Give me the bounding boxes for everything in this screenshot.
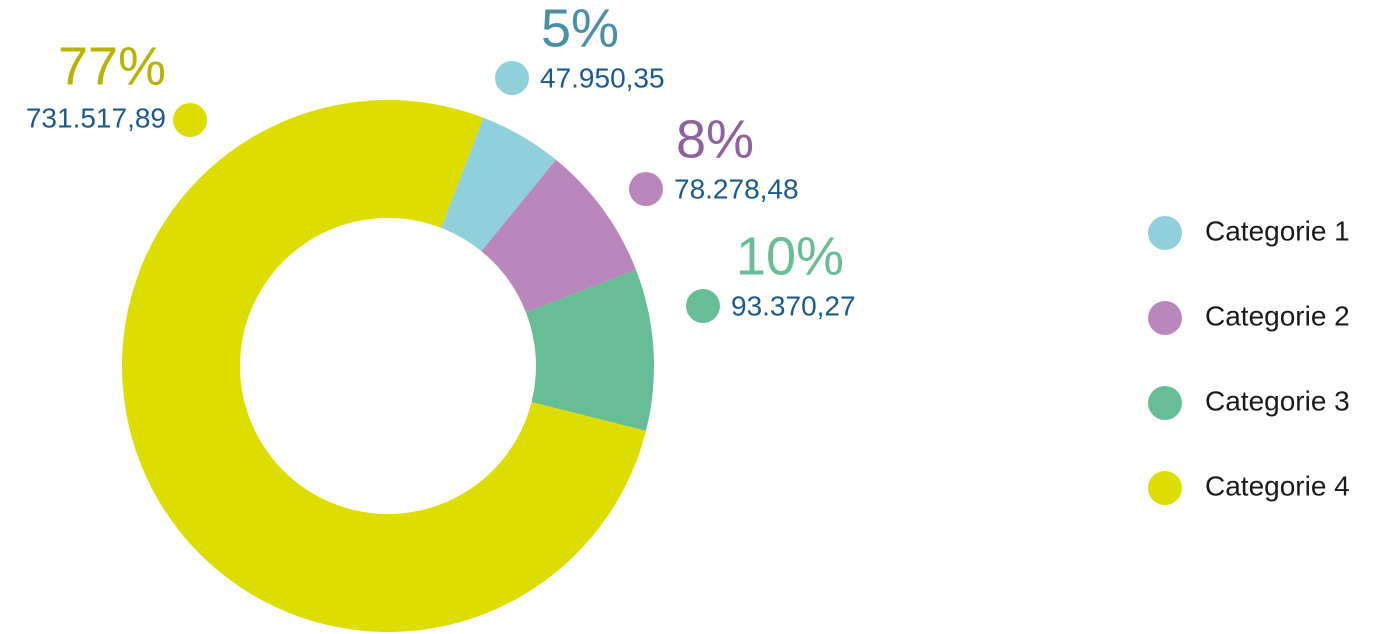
percent-label: 5% <box>541 0 619 58</box>
donut-slice <box>481 159 636 313</box>
legend-swatch <box>1148 386 1182 420</box>
percent-label: 77% <box>58 36 166 96</box>
label-dot <box>173 103 207 137</box>
legend-label: Categorie 3 <box>1205 385 1350 416</box>
value-label: 731.517,89 <box>26 102 166 133</box>
legend-label: Categorie 1 <box>1205 215 1350 246</box>
value-label: 93.370,27 <box>731 290 856 321</box>
donut-slice <box>441 117 556 252</box>
label-dot <box>629 172 663 206</box>
legend-label: Categorie 2 <box>1205 300 1350 331</box>
value-label: 78.278,48 <box>674 173 799 204</box>
legend-swatch <box>1148 301 1182 335</box>
label-dot <box>495 61 529 95</box>
label-dot <box>686 289 720 323</box>
legend-swatch <box>1148 471 1182 505</box>
donut-slice <box>122 100 646 632</box>
legend-swatch <box>1148 216 1182 250</box>
value-label: 47.950,35 <box>540 62 665 93</box>
donut-slice <box>525 269 655 431</box>
percent-label: 10% <box>736 226 844 286</box>
legend-label: Categorie 4 <box>1205 470 1350 501</box>
percent-label: 8% <box>676 109 754 169</box>
